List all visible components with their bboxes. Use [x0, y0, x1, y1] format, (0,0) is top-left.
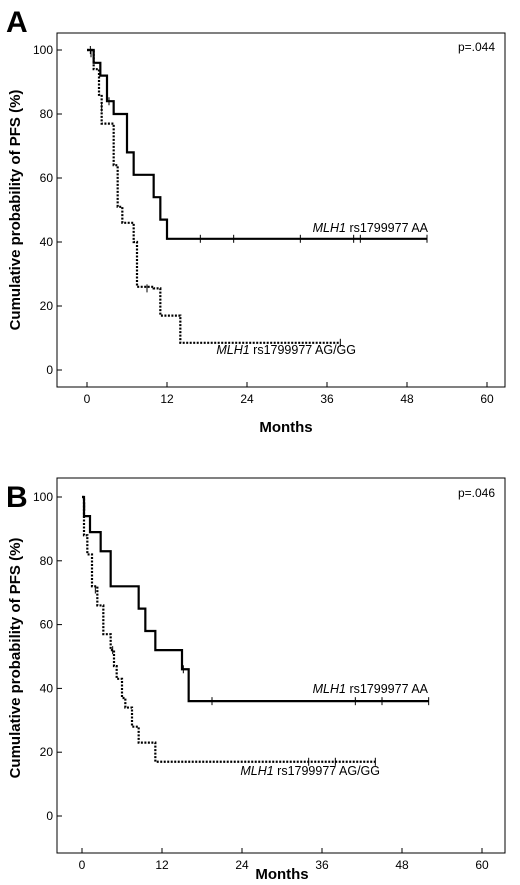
p-value: p=.044	[458, 40, 495, 54]
y-tick-label: 0	[46, 363, 53, 377]
x-tick-label: 60	[475, 858, 489, 872]
x-tick-label: 36	[320, 392, 334, 406]
series-label-gene: MLH1	[313, 221, 346, 235]
plot-frame	[56, 477, 506, 854]
series-label-gene: MLH1	[240, 764, 273, 778]
series-label-genotype: rs1799977 AA	[346, 221, 429, 235]
x-tick-label: 0	[84, 392, 91, 406]
series-label-gene: MLH1	[216, 343, 249, 357]
series-label-genotype: rs1799977 AA	[346, 682, 429, 696]
y-tick-label: 60	[40, 171, 54, 185]
x-tick-label: 24	[240, 392, 254, 406]
series-line-ag-gg	[82, 495, 376, 763]
x-tick-label: 48	[395, 858, 409, 872]
chart-panel-a: Ap=.044 0 20 40 60 80 100 0 12 24 36 48 60 Months Cumu…	[6, 6, 506, 436]
x-tick-label: 36	[315, 858, 329, 872]
series-line-ag-gg	[87, 48, 341, 344]
series-label-genotype: rs1799977 AG/GG	[250, 343, 356, 357]
x-axis-title: Months	[255, 866, 308, 883]
x-tick-label: 24	[235, 858, 249, 872]
y-tick-label: 80	[40, 554, 54, 568]
series-line-aa	[87, 48, 427, 240]
plot-frame	[56, 32, 506, 388]
y-tick-label: 0	[46, 809, 53, 823]
y-tick-label: 60	[40, 618, 54, 632]
y-tick-label: 100	[33, 490, 53, 504]
x-axis-title: Months	[259, 419, 312, 436]
y-tick-label: 40	[40, 681, 54, 695]
panel-letter: B	[6, 481, 28, 514]
series-label-genotype: rs1799977 AG/GG	[274, 764, 380, 778]
series-label-gene: MLH1	[313, 682, 346, 696]
y-tick-label: 20	[40, 299, 54, 313]
x-tick-label: 0	[79, 858, 86, 872]
series-label: MLH1 rs1799977 AG/GG	[216, 343, 356, 357]
series-label: MLH1 rs1799977 AG/GG	[240, 764, 380, 778]
series-line-aa	[82, 495, 429, 703]
x-tick-label: 12	[155, 858, 169, 872]
y-tick-label: 20	[40, 745, 54, 759]
x-tick-label: 60	[480, 392, 494, 406]
panel-letter: A	[6, 6, 28, 39]
x-tick-label: 48	[400, 392, 414, 406]
y-axis-title: Cumulative probability of PFS (%)	[7, 538, 24, 779]
y-tick-label: 100	[33, 43, 53, 57]
y-tick-label: 80	[40, 107, 54, 121]
series-label: MLH1 rs1799977 AA	[313, 221, 429, 235]
y-axis-title: Cumulative probability of PFS (%)	[7, 90, 24, 331]
y-tick-label: 40	[40, 235, 54, 249]
p-value: p=.046	[458, 486, 495, 500]
series-label: MLH1 rs1799977 AA	[313, 682, 429, 696]
x-tick-label: 12	[160, 392, 174, 406]
